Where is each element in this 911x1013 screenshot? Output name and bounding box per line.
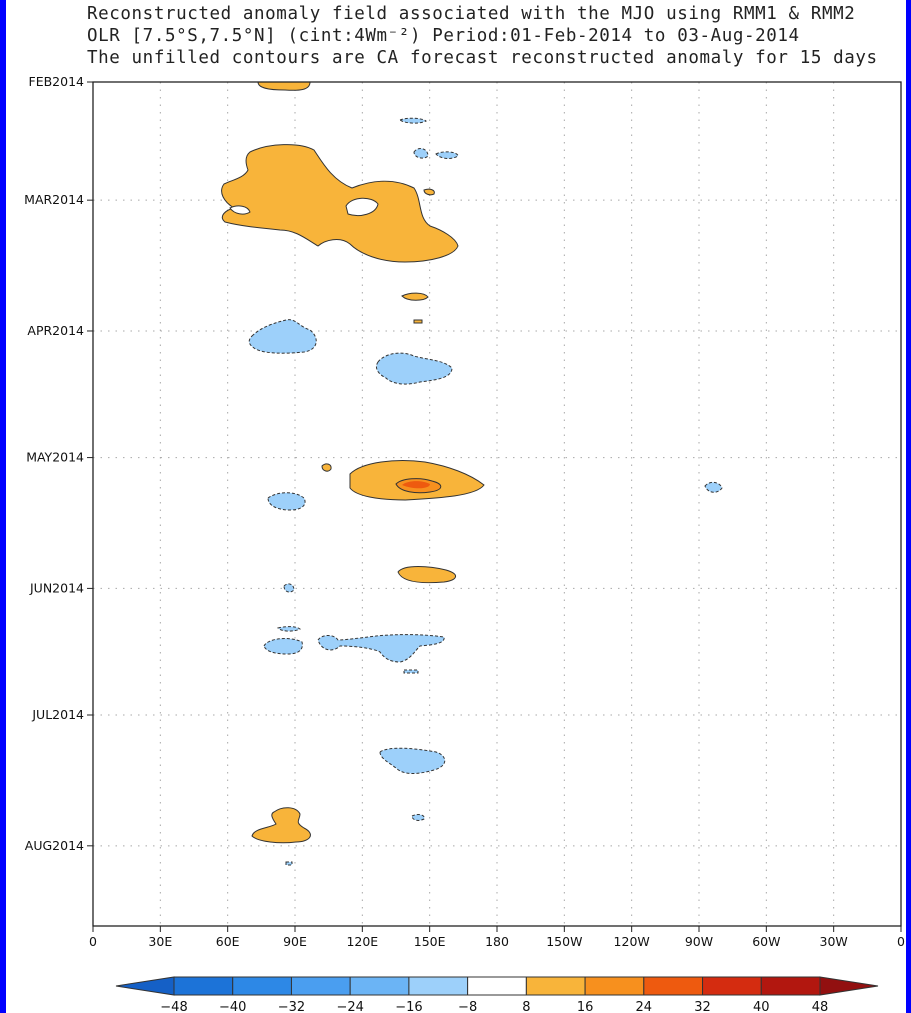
x-tick-label: 0 — [89, 934, 97, 949]
negative-anomaly-region — [248, 319, 317, 354]
positive-anomaly-region — [251, 807, 311, 844]
x-tick-label: 150W — [546, 934, 582, 949]
negative-anomaly-region — [283, 583, 295, 593]
positive-anomaly-region — [397, 566, 456, 584]
x-tick-label: 120E — [346, 934, 378, 949]
colorbar: −48 −40 −32 −24 −16 −8 8 16 24 32 40 48 — [115, 976, 879, 1013]
negative-anomaly-region — [413, 148, 429, 159]
colorbar-swatch — [290, 976, 351, 996]
colorbar-swatch — [232, 976, 292, 996]
x-tick-label: 60E — [216, 934, 240, 949]
colorbar-label: −8 — [458, 1000, 477, 1013]
anomaly-shapes — [221, 82, 723, 866]
x-tick-label: 30E — [148, 934, 172, 949]
colorbar-min-arrow — [115, 976, 175, 996]
colorbar-swatch — [702, 976, 762, 996]
colorbar-label: 8 — [522, 1000, 530, 1013]
y-tick-label: AUG2014 — [25, 838, 84, 853]
colorbar-label: 40 — [753, 1000, 770, 1013]
y-tick-label: APR2014 — [27, 323, 84, 338]
positive-anomaly-region — [321, 463, 332, 472]
negative-anomaly-region — [375, 352, 453, 385]
x-tick-label: 0 — [897, 934, 905, 949]
x-tick-label: 150E — [414, 934, 446, 949]
colorbar-label: 32 — [694, 1000, 711, 1013]
negative-anomaly-region — [435, 151, 459, 159]
colorbar-swatch — [173, 976, 234, 996]
title-line-3: The unfilled contours are CA forecast re… — [87, 48, 878, 68]
negative-anomaly-region — [704, 481, 723, 493]
x-tick-label: 60W — [752, 934, 780, 949]
positive-anomaly-region — [423, 188, 435, 196]
y-tick-label: MAR2014 — [24, 192, 84, 207]
colorbar-swatch — [349, 976, 410, 996]
colorbar-label: 16 — [577, 1000, 594, 1013]
colorbar-label: −16 — [395, 1000, 422, 1013]
negative-anomaly-region — [267, 492, 306, 511]
y-tick-label: JUN2014 — [29, 580, 84, 595]
colorbar-label: 48 — [812, 1000, 829, 1013]
positive-anomaly-strong-core — [402, 481, 430, 489]
axis-ticks: 0 30E 60E 90E 120E 150E 180 150W 120W 90W 60W 30W 0 F… — [24, 74, 905, 949]
positive-anomaly-region — [401, 292, 429, 301]
positive-anomaly-region — [221, 144, 459, 263]
colorbar-swatch — [467, 976, 527, 996]
colorbar-swatch — [408, 976, 469, 996]
positive-anomaly-region — [257, 82, 311, 91]
x-tick-label: 180 — [485, 934, 509, 949]
colorbar-label: −32 — [278, 1000, 305, 1013]
colorbar-swatch — [584, 976, 645, 996]
colorbar-swatch — [525, 976, 586, 996]
colorbar-swatch — [760, 976, 821, 996]
negative-anomaly-region — [398, 117, 427, 124]
x-tick-label: 30W — [820, 934, 848, 949]
negative-anomaly-region — [317, 634, 445, 663]
colorbar-label: 24 — [636, 1000, 653, 1013]
colorbar-label: −40 — [219, 1000, 246, 1013]
negative-anomaly-region — [411, 814, 425, 821]
negative-anomaly-region — [379, 747, 446, 774]
colorbar-label: −24 — [336, 1000, 363, 1013]
y-tick-label: MAY2014 — [26, 450, 84, 465]
negative-anomaly-region — [403, 669, 419, 674]
negative-anomaly-region — [285, 861, 293, 866]
figure-frame — [6, 0, 906, 1013]
colorbar-max-arrow — [819, 976, 879, 996]
x-tick-label: 90E — [283, 934, 307, 949]
title-line-1: Reconstructed anomaly field associated w… — [87, 4, 856, 24]
colorbar-swatch — [643, 976, 704, 996]
colorbar-label: −48 — [160, 1000, 187, 1013]
y-tick-label: FEB2014 — [29, 74, 85, 89]
y-tick-label: JUL2014 — [31, 707, 84, 722]
x-tick-label: 90W — [685, 934, 713, 949]
negative-hole — [345, 197, 379, 217]
negative-hole — [229, 205, 251, 215]
grid-lines — [93, 82, 901, 926]
negative-anomaly-region — [263, 638, 303, 655]
plot-border — [92, 81, 902, 927]
negative-anomaly-region — [277, 626, 301, 632]
x-tick-label: 120W — [614, 934, 650, 949]
positive-anomaly-region — [413, 319, 423, 324]
title-line-2: OLR [7.5°S,7.5°N] (cint:4Wm⁻²) Period:01… — [87, 26, 800, 46]
